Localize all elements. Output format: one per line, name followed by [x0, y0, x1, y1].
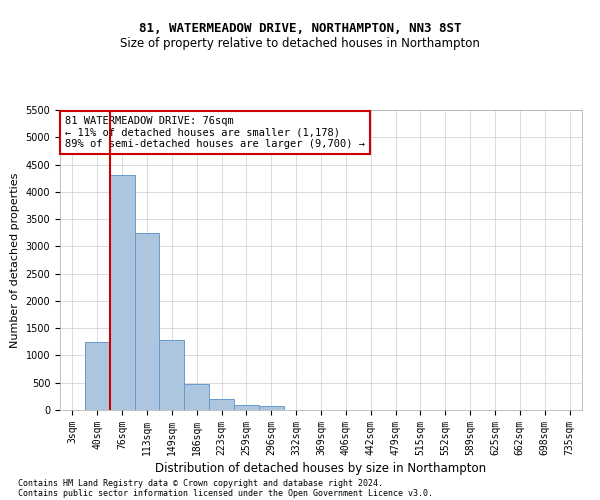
Bar — [134, 232, 160, 410]
Bar — [160, 340, 184, 410]
Text: Size of property relative to detached houses in Northampton: Size of property relative to detached ho… — [120, 38, 480, 51]
Text: 81 WATERMEADOW DRIVE: 76sqm
← 11% of detached houses are smaller (1,178)
89% of : 81 WATERMEADOW DRIVE: 76sqm ← 11% of det… — [65, 116, 365, 149]
Bar — [234, 404, 259, 410]
Text: Contains public sector information licensed under the Open Government Licence v3: Contains public sector information licen… — [18, 488, 433, 498]
Bar — [85, 342, 110, 410]
Bar — [184, 384, 209, 410]
Bar — [110, 176, 134, 410]
Bar — [209, 398, 234, 410]
Text: 81, WATERMEADOW DRIVE, NORTHAMPTON, NN3 8ST: 81, WATERMEADOW DRIVE, NORTHAMPTON, NN3 … — [139, 22, 461, 36]
X-axis label: Distribution of detached houses by size in Northampton: Distribution of detached houses by size … — [155, 462, 487, 475]
Bar — [259, 406, 284, 410]
Y-axis label: Number of detached properties: Number of detached properties — [10, 172, 20, 348]
Text: Contains HM Land Registry data © Crown copyright and database right 2024.: Contains HM Land Registry data © Crown c… — [18, 478, 383, 488]
